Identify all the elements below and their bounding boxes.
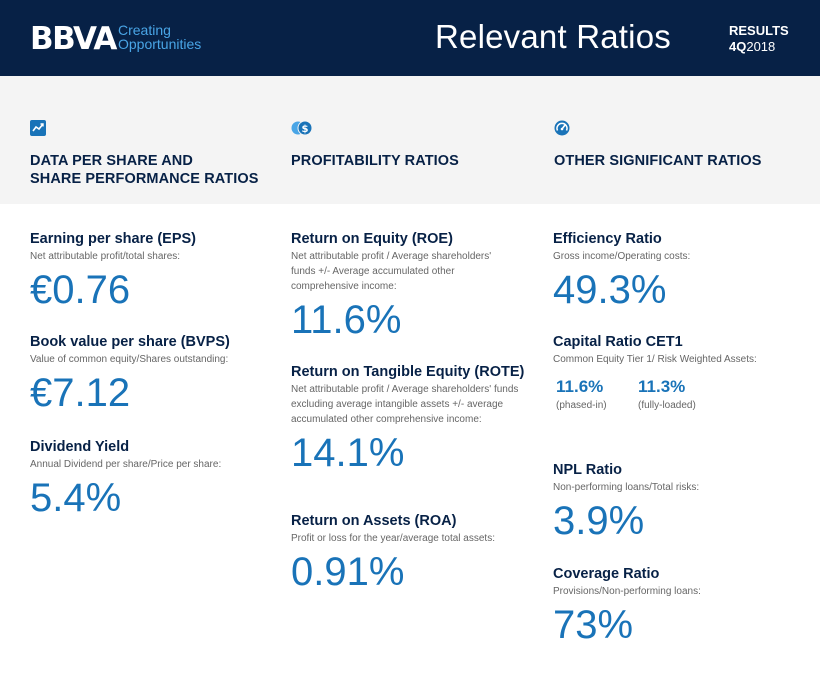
metric-description: Net attributable profit / Average shareh… [291, 251, 492, 292]
metric-npl: NPL Ratio Non-performing loans/Total ris… [553, 461, 793, 543]
metric-title: NPL Ratio [553, 462, 623, 478]
metric-coverage: Coverage Ratio Provisions/Non-performing… [553, 565, 793, 647]
metric-description: Net attributable profit / Average shareh… [291, 384, 519, 425]
category-share-ratios: DATA PER SHARE AND SHARE PERFORMANCE RAT… [30, 120, 290, 188]
metric-cet1: Capital Ratio CET1 Common Equity Tier 1/… [553, 333, 793, 423]
metric-value: €7.12 [30, 371, 131, 415]
tagline: Creating Opportunities [118, 23, 201, 51]
bbva-logo: BBVA [30, 21, 117, 57]
metric-value: €0.76 [30, 268, 131, 312]
metric-roe: Return on Equity (ROE) Net attributable … [291, 230, 531, 342]
metric-description: Provisions/Non-performing loans: [553, 586, 701, 597]
metric-description: Non-performing loans/Total risks: [553, 482, 700, 493]
metric-title: Coverage Ratio [553, 566, 660, 582]
metric-title: Dividend Yield [30, 439, 130, 455]
metric-title: Return on Assets (ROA) [291, 513, 457, 529]
category-title: DATA PER SHARE AND SHARE PERFORMANCE RAT… [30, 153, 259, 187]
cet1-phased-value: 11.6% [556, 377, 604, 396]
metric-efficiency: Efficiency Ratio Gross income/Operating … [553, 230, 793, 312]
metric-description: Net attributable profit/total shares: [30, 251, 181, 262]
metric-value: 49.3% [553, 268, 667, 312]
metric-title: Return on Tangible Equity (ROTE) [291, 364, 525, 380]
results-label: RESULTS [729, 23, 789, 38]
metric-description: Profit or loss for the year/average tota… [291, 533, 495, 544]
metric-description: Annual Dividend per share/Price per shar… [30, 459, 222, 470]
period: 4Q2018 [729, 39, 789, 55]
gauge-icon [554, 120, 570, 136]
coins-icon: $ [291, 120, 313, 136]
metric-value: 0.91% [291, 550, 405, 594]
cet1-fully-loaded: 11.3% (fully-loaded) [638, 377, 696, 413]
page-title: Relevant Ratios [435, 18, 671, 55]
metric-value: 5.4% [30, 476, 122, 520]
metric-description: Gross income/Operating costs: [553, 251, 691, 262]
results-period: RESULTS 4Q2018 [729, 23, 789, 55]
category-band: DATA PER SHARE AND SHARE PERFORMANCE RAT… [0, 76, 820, 204]
metric-value: 14.1% [291, 431, 405, 475]
metric-title: Book value per share (BVPS) [30, 334, 230, 350]
cet1-phased-in: 11.6% (phased-in) [556, 377, 607, 413]
period-year: 2018 [746, 39, 776, 54]
category-title: OTHER SIGNIFICANT RATIOS [554, 153, 762, 169]
metric-eps: Earning per share (EPS) Net attributable… [30, 230, 270, 312]
metric-dividend-yield: Dividend Yield Annual Dividend per share… [30, 438, 270, 520]
cet1-phased-label: (phased-in) [556, 400, 607, 411]
metric-title: Efficiency Ratio [553, 231, 662, 247]
cet1-fully-value: 11.3% [638, 377, 686, 396]
metric-value: 11.6% [291, 298, 402, 342]
metric-roa: Return on Assets (ROA) Profit or loss fo… [291, 512, 531, 594]
tagline-line2: Opportunities [118, 36, 202, 52]
metric-description: Value of common equity/Shares outstandin… [30, 354, 229, 365]
svg-text:$: $ [302, 124, 309, 135]
trend-chart-icon [30, 120, 46, 136]
metric-title: Earning per share (EPS) [30, 231, 196, 247]
metric-bvps: Book value per share (BVPS) Value of com… [30, 333, 270, 415]
page-header: BBVA Creating Opportunities Relevant Rat… [0, 0, 820, 76]
cet1-fully-label: (fully-loaded) [638, 400, 696, 411]
category-profitability: $ PROFITABILITY RATIOS [291, 120, 551, 170]
tagline-line1: Creating [118, 22, 171, 38]
metric-description: Common Equity Tier 1/ Risk Weighted Asse… [553, 354, 757, 365]
metric-value: 3.9% [553, 499, 645, 543]
metric-value: 73% [553, 603, 634, 647]
metric-title: Capital Ratio CET1 [553, 334, 683, 350]
metric-title: Return on Equity (ROE) [291, 231, 453, 247]
period-quarter: 4Q [729, 39, 747, 54]
metric-rote: Return on Tangible Equity (ROTE) Net att… [291, 363, 531, 475]
category-other: OTHER SIGNIFICANT RATIOS [554, 120, 814, 170]
category-title: PROFITABILITY RATIOS [291, 153, 459, 169]
